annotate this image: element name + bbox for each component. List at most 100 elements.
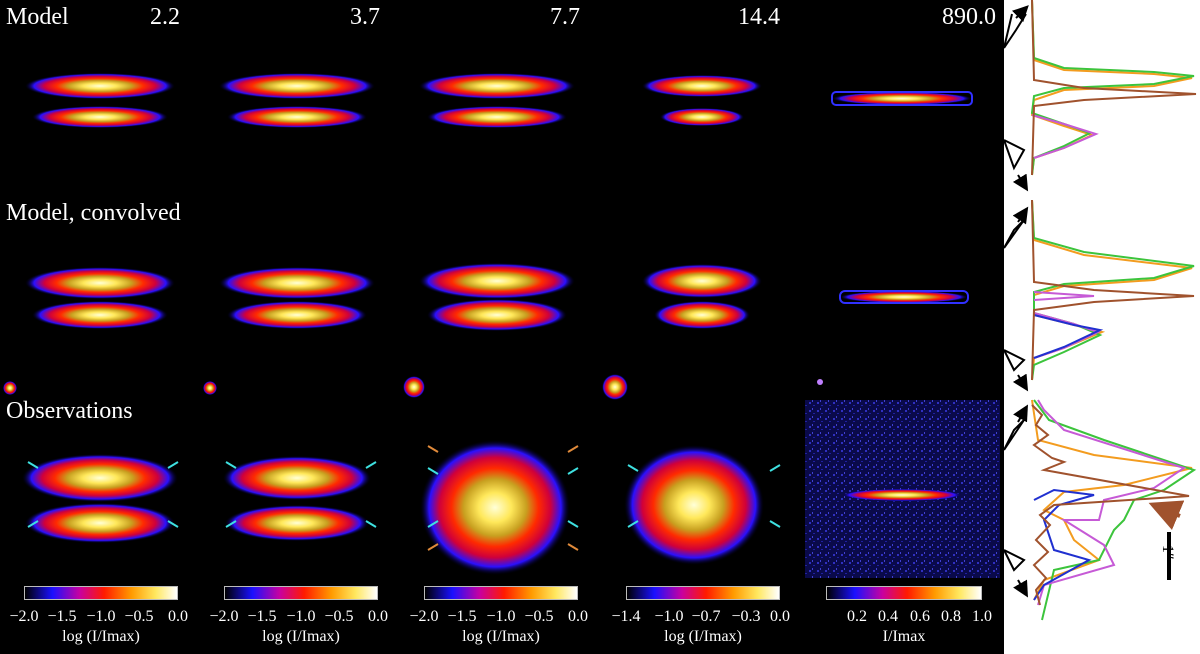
model-disk-lower xyxy=(660,108,744,126)
row-label-observations: Observations xyxy=(6,398,133,424)
marker-tick xyxy=(769,464,781,472)
wedge-marker xyxy=(1004,13,1013,49)
model-disk-lower xyxy=(227,106,367,128)
colorbar-tick: 0.0 xyxy=(568,608,588,625)
convolved-disk-lower xyxy=(654,301,750,329)
colorbar-tick: −1.0 xyxy=(286,608,316,625)
profile-magenta xyxy=(1031,114,1099,159)
psf-marker xyxy=(602,374,628,400)
marker-tick xyxy=(27,520,39,528)
model-disk-upper xyxy=(419,73,575,99)
wavelength-label: 3.7 xyxy=(350,4,380,30)
marker-tick xyxy=(627,520,639,528)
colorbar-tick: 0.8 xyxy=(941,608,961,625)
obs-disk-upper xyxy=(223,456,371,500)
wavelength-label: 14.4 xyxy=(738,4,780,30)
marker-tick xyxy=(225,520,237,528)
profile-green xyxy=(1031,199,1195,381)
colorbar-tick: 0.6 xyxy=(910,608,930,625)
marker-tick xyxy=(769,520,781,528)
colorbar-tick: −0.5 xyxy=(324,608,354,625)
model-row xyxy=(25,73,973,128)
black-arrow xyxy=(1012,173,1029,192)
colorbar-label: log (I/Imax) xyxy=(62,628,140,645)
convolved-disk-lower xyxy=(32,301,168,329)
colorbar-tick: −2.0 xyxy=(9,608,39,625)
obs-disk-lower xyxy=(225,505,369,541)
obs-disk-upper xyxy=(22,454,178,502)
colorbar xyxy=(626,586,780,600)
profile-brown xyxy=(1031,404,1190,606)
model-disk-upper xyxy=(642,75,762,97)
model-convolved-row xyxy=(25,263,969,331)
marker-tick xyxy=(567,543,579,551)
colorbar-label: log (I/Imax) xyxy=(462,628,540,645)
colorbar-tick: −0.5 xyxy=(524,608,554,625)
colorbar-label: log (I/Imax) xyxy=(262,628,340,645)
obs-submm-disk xyxy=(842,489,962,501)
model-row-title: Model xyxy=(6,4,69,30)
profile-brown xyxy=(1031,0,1197,176)
colorbar-tick: 0.0 xyxy=(770,608,790,625)
convolved-disk-upper xyxy=(25,267,175,299)
model-disk-upper xyxy=(219,73,375,99)
black-arrow xyxy=(1011,5,1029,23)
obs-disk-bowtie xyxy=(624,445,764,565)
profile-orange xyxy=(1031,399,1193,601)
model-disk-lower xyxy=(32,106,168,128)
colorbar-tick: −2.0 xyxy=(409,608,439,625)
colorbar xyxy=(24,586,178,600)
convolved-disk-upper xyxy=(642,264,762,298)
model-disk-lower xyxy=(427,106,567,128)
colorbar-tick: −1.5 xyxy=(447,608,477,625)
wavelength-label: 2.2 xyxy=(150,4,180,30)
marker-tick xyxy=(427,520,439,528)
wedge-marker xyxy=(1004,219,1025,249)
observations-row xyxy=(22,400,1000,578)
colorbar-tick: −1.5 xyxy=(47,608,77,625)
colorbar-tick: −1.4 xyxy=(611,608,641,625)
obs-disk-lower xyxy=(25,503,175,543)
black-arrow xyxy=(1013,404,1028,423)
marker-tick xyxy=(567,520,579,528)
colorbar-tick: −0.3 xyxy=(731,608,761,625)
colorbar-tick: −0.7 xyxy=(691,608,721,625)
psf-markers xyxy=(3,374,823,400)
marker-tick xyxy=(567,467,579,475)
obs-submm-noise xyxy=(805,400,1000,578)
colorbar-tick: 1.0 xyxy=(972,608,992,625)
profile-orange xyxy=(1031,199,1193,381)
colorbar-tick: 0.0 xyxy=(368,608,388,625)
image-panels-svg xyxy=(3,73,1000,578)
marker-tick xyxy=(427,467,439,475)
profile-blue xyxy=(1033,314,1104,359)
marker-tick xyxy=(167,461,179,469)
colorbar-tick: 0.0 xyxy=(168,608,188,625)
marker-tick xyxy=(627,464,639,472)
scale-bar xyxy=(1167,532,1171,580)
colorbar xyxy=(826,586,982,600)
convolved-disk-upper xyxy=(419,263,575,299)
colorbar-tick: −1.0 xyxy=(486,608,516,625)
profile-curves-svg xyxy=(1004,0,1197,621)
profile-green xyxy=(1030,0,1195,176)
colorbar-label: I/Imax xyxy=(882,628,926,645)
marker-tick xyxy=(365,520,377,528)
convolved-disk-lower xyxy=(427,299,567,331)
colorbar-tick: −1.0 xyxy=(86,608,116,625)
model-disk-submm xyxy=(831,91,973,106)
marker-tick xyxy=(427,445,439,453)
colorbar-tick: −1.5 xyxy=(247,608,277,625)
scale-bar-label: 1″ xyxy=(1159,545,1176,560)
profile-brown xyxy=(1031,199,1195,381)
marker-tick xyxy=(427,543,439,551)
convolved-disk-upper xyxy=(219,267,375,299)
row-label-model-convolved: Model, convolved xyxy=(6,200,181,226)
psf-marker xyxy=(203,381,217,395)
colorbar-tick: −1.0 xyxy=(654,608,684,625)
colorbar-label: log (I/Imax) xyxy=(664,628,742,645)
model-disk-upper xyxy=(25,73,175,99)
brown-arrow xyxy=(1148,500,1185,530)
profile-magenta xyxy=(1037,399,1187,606)
psf-marker xyxy=(817,379,823,385)
